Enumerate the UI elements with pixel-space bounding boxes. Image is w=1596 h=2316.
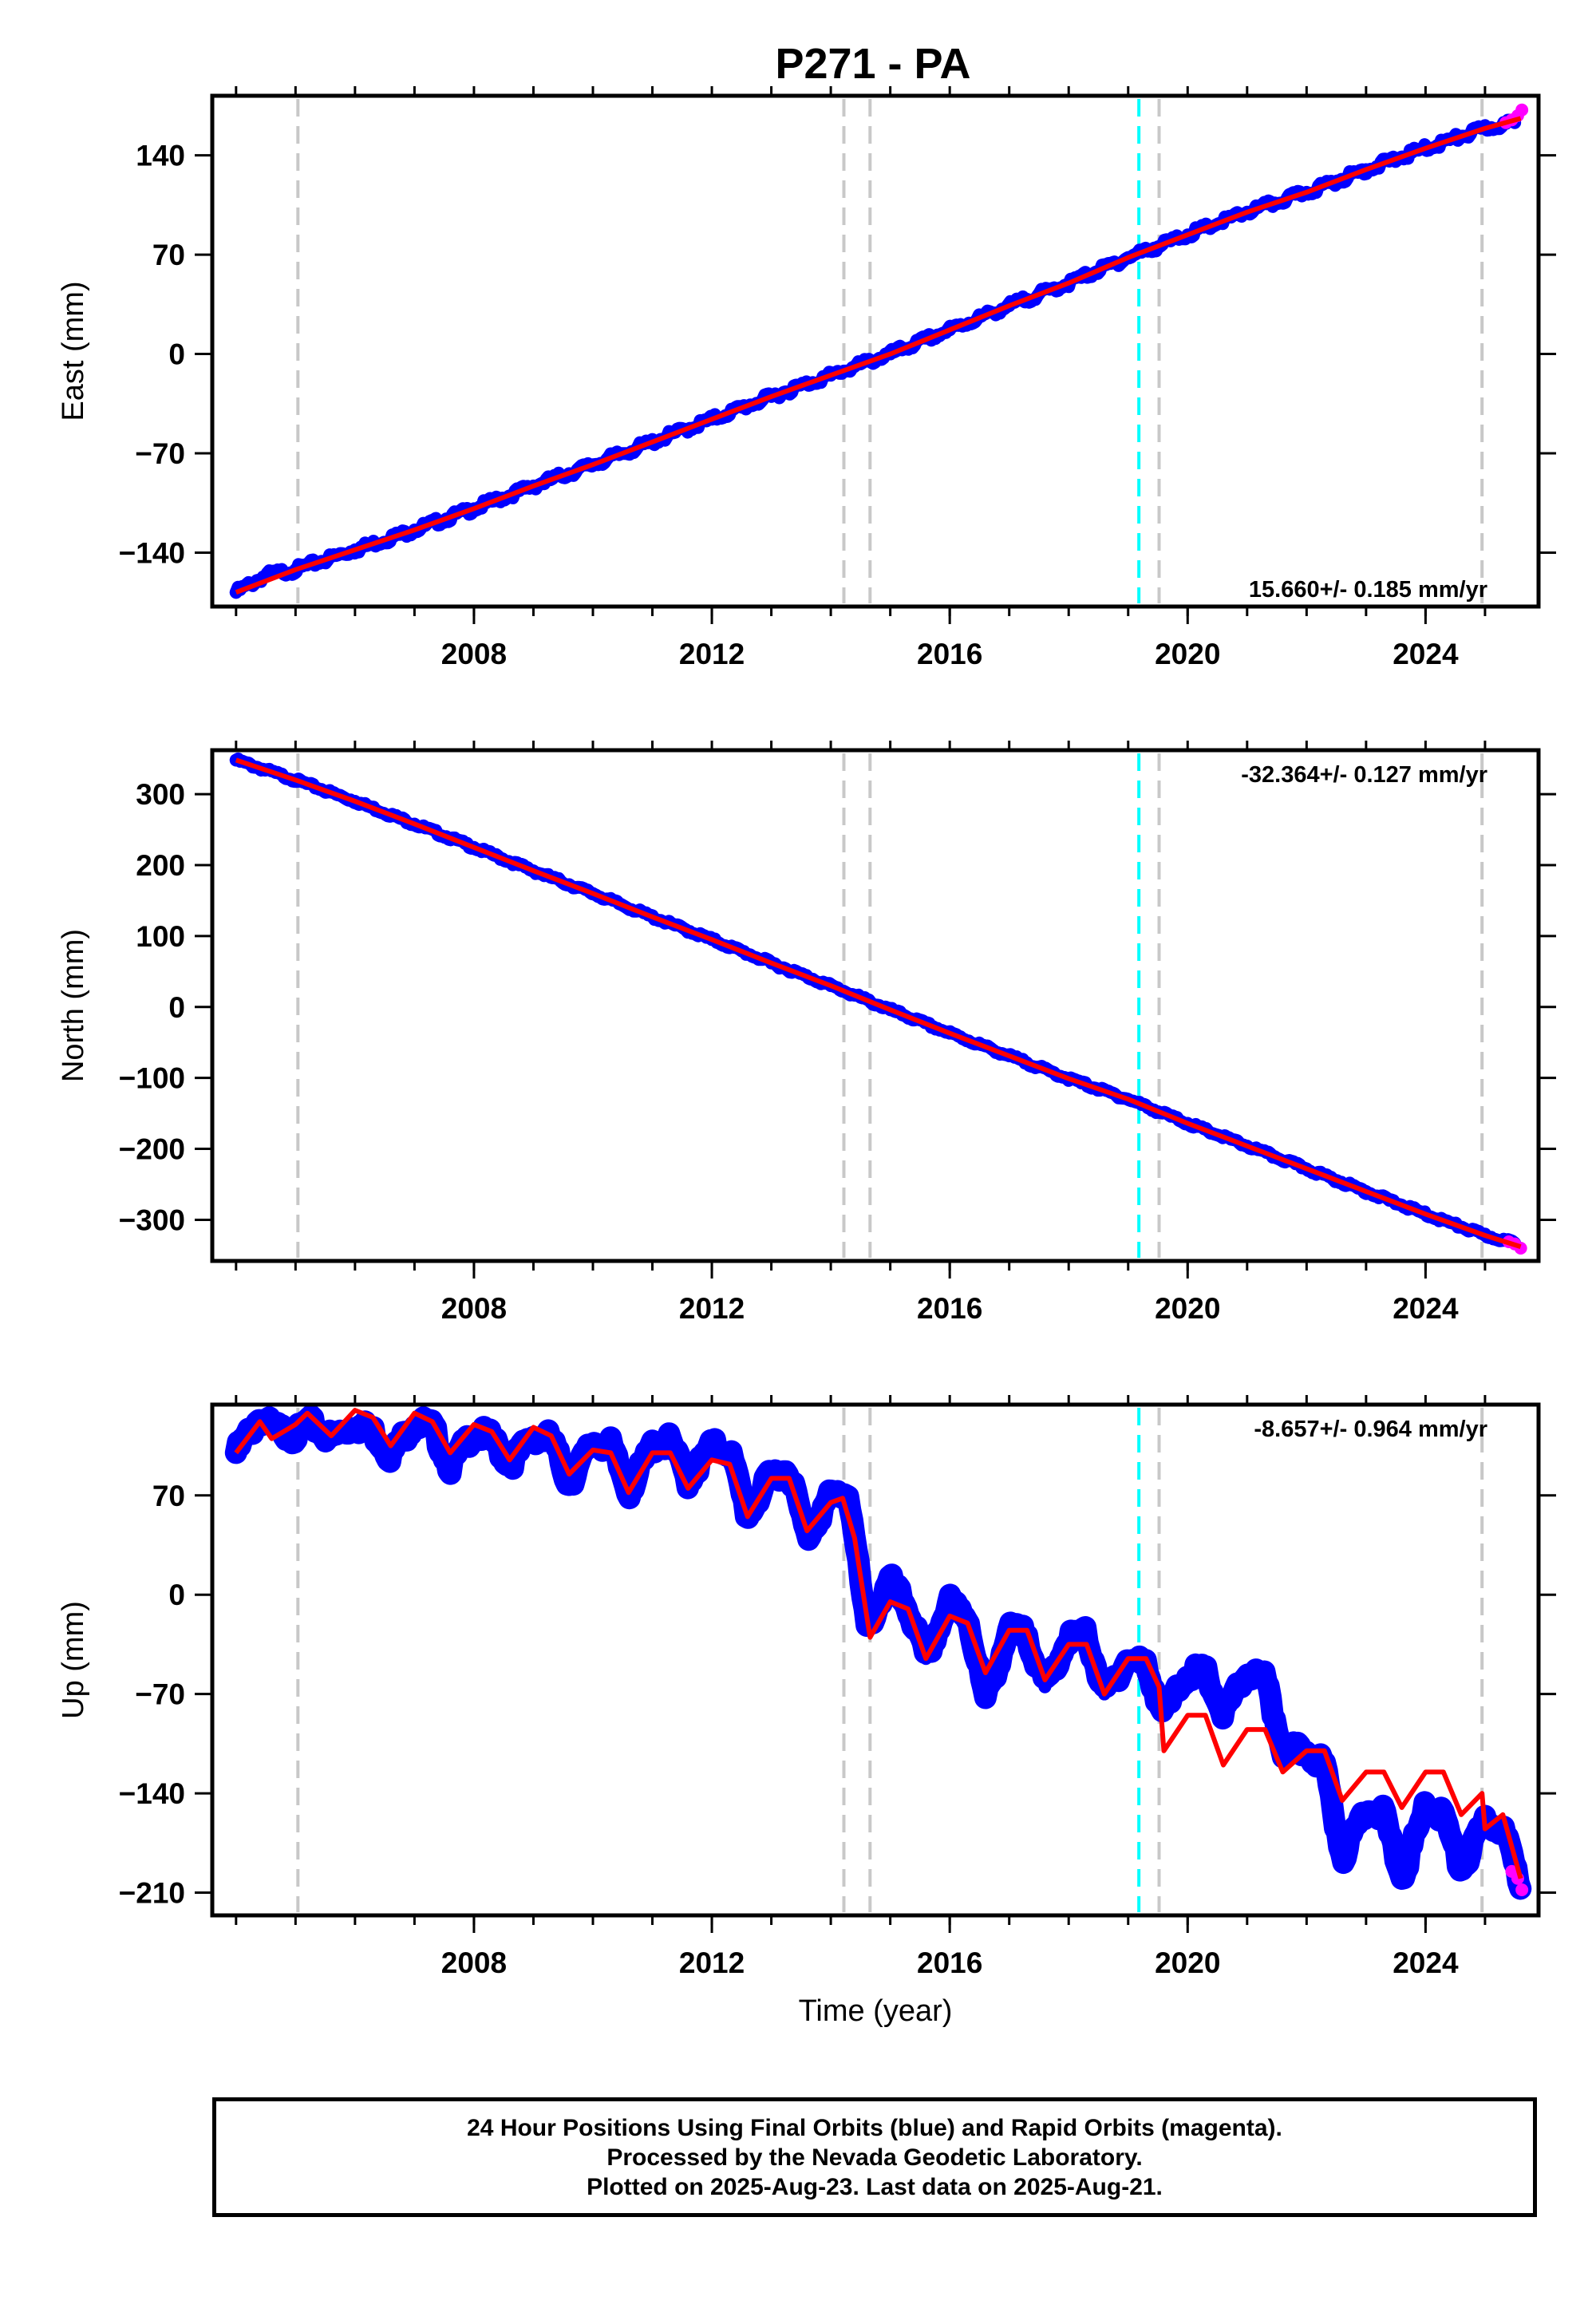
north-y-tick-label: 100 xyxy=(136,920,185,953)
up-final-orbit-point xyxy=(943,1595,957,1609)
up-panel: 2008 2012 2016 2020 2024 70 0 −70 −140 −210 Up (mm… xyxy=(57,1395,1556,2028)
up-final-orbit-point xyxy=(503,1457,516,1471)
north-y-tick-label: −200 xyxy=(119,1133,185,1166)
up-final-orbits-band xyxy=(224,1405,1532,1900)
north-x-tick-label: 2016 xyxy=(917,1292,982,1325)
up-final-orbit-point xyxy=(1062,1630,1076,1644)
up-final-orbit-point xyxy=(800,1531,814,1545)
north-y-axis-label: North (mm) xyxy=(57,929,90,1082)
east-final-orbits-band xyxy=(229,113,1521,599)
east-y-axis-label: East (mm) xyxy=(57,281,90,421)
up-final-orbit-point xyxy=(663,1435,677,1448)
north-plot-frame xyxy=(210,748,1541,1263)
east-model-fit-line xyxy=(235,116,1522,595)
east-x-tick-label: 2008 xyxy=(441,638,507,670)
up-final-orbit-point xyxy=(1258,1673,1272,1686)
north-y-tick-label: −100 xyxy=(119,1062,185,1095)
north-x-tick-label: 2020 xyxy=(1155,1292,1220,1325)
north-x-tick-label: 2012 xyxy=(679,1292,745,1325)
up-final-orbit-point xyxy=(366,1425,380,1438)
east-y-tick-label: −70 xyxy=(135,437,185,470)
up-final-orbit-point xyxy=(723,1443,737,1456)
up-final-orbit-point xyxy=(1038,1680,1052,1694)
up-y-tick-label: −210 xyxy=(119,1877,185,1910)
up-final-orbit-point xyxy=(1436,1808,1450,1821)
up-model-fit-line xyxy=(234,1408,1523,1879)
north-model-fit-line xyxy=(235,757,1522,1250)
up-rate-label: -8.657+/- 0.964 mm/yr xyxy=(1254,1417,1487,1442)
caption-line-dates: Plotted on 2025-Aug-23. Last data on 202… xyxy=(587,2173,1163,2200)
up-final-orbit-point xyxy=(1240,1666,1254,1679)
east-y-tick-label: 0 xyxy=(168,338,185,371)
up-x-tick-label: 2016 xyxy=(917,1946,982,1979)
up-final-orbit-point xyxy=(842,1486,855,1500)
east-y-tick-label: 70 xyxy=(152,239,185,271)
up-final-orbit-point xyxy=(289,1429,302,1443)
up-y-tick-label: −140 xyxy=(119,1777,185,1810)
processing-caption-box: 24 Hour Positions Using Final Orbits (bl… xyxy=(212,2097,1537,2217)
east-x-tick-label: 2016 xyxy=(917,638,982,670)
up-x-tick-label: 2020 xyxy=(1155,1946,1220,1979)
caption-line-orbits: 24 Hour Positions Using Final Orbits (bl… xyxy=(467,2114,1282,2141)
up-final-orbit-point xyxy=(1276,1744,1290,1757)
east-y-tick-label: −140 xyxy=(119,536,185,569)
east-plot-frame xyxy=(210,93,1541,609)
east-y-tick-label: 140 xyxy=(136,140,185,172)
up-rapid-orbit-point xyxy=(1515,1883,1529,1896)
up-x-tick-label: 2012 xyxy=(679,1946,745,1979)
up-x-tick-label: 2024 xyxy=(1393,1946,1459,1979)
up-y-axis-label: Up (mm) xyxy=(57,1601,90,1719)
up-final-orbit-point xyxy=(563,1477,576,1491)
figure-title: P271 - PA xyxy=(775,40,970,88)
up-y-tick-label: 0 xyxy=(168,1579,185,1611)
east-x-tick-label: 2020 xyxy=(1155,638,1220,670)
up-final-orbit-point xyxy=(1395,1871,1408,1885)
north-y-tick-label: 200 xyxy=(136,849,185,882)
up-final-orbit-point xyxy=(646,1439,659,1452)
up-y-tick-label: −70 xyxy=(135,1678,185,1711)
east-panel: 2008 2012 2016 2020 2024 140 70 0 −70 −140 East (m… xyxy=(57,86,1556,670)
up-final-orbit-point xyxy=(782,1463,796,1476)
north-data-layer xyxy=(229,752,1527,1255)
east-data-layer xyxy=(229,103,1529,599)
up-final-orbit-point xyxy=(1359,1800,1373,1814)
up-final-orbit-point xyxy=(1336,1851,1349,1864)
up-final-orbit-point xyxy=(348,1417,361,1431)
up-final-orbit-point xyxy=(1216,1709,1230,1722)
up-final-orbit-point xyxy=(1080,1628,1093,1641)
up-final-orbit-point xyxy=(824,1488,838,1502)
north-y-tick-label: 300 xyxy=(136,778,185,811)
east-x-tick-label: 2024 xyxy=(1393,638,1459,670)
north-y-tick-label: −300 xyxy=(119,1203,185,1236)
up-data-layer xyxy=(224,1405,1532,1900)
caption-line-processor: Processed by the Nevada Geodetic Laborat… xyxy=(606,2144,1143,2171)
north-y-tick-label: 0 xyxy=(168,991,185,1024)
up-x-tick-label: 2008 xyxy=(441,1946,507,1979)
north-x-tick-label: 2008 xyxy=(441,1292,507,1325)
up-final-orbit-point xyxy=(978,1694,992,1708)
up-final-orbit-point xyxy=(1181,1666,1195,1679)
north-x-tick-label: 2024 xyxy=(1393,1292,1459,1325)
up-final-orbit-point xyxy=(384,1449,397,1462)
up-final-orbit-point xyxy=(961,1609,974,1622)
up-final-orbit-point xyxy=(1199,1666,1212,1679)
east-rapid-orbit-point xyxy=(1515,103,1529,117)
up-final-orbit-point xyxy=(444,1460,457,1474)
up-final-orbit-point xyxy=(586,1435,599,1448)
east-rate-label: 15.660+/- 0.185 mm/yr xyxy=(1249,577,1487,603)
up-final-orbit-point xyxy=(604,1439,618,1452)
up-plot-frame xyxy=(210,1402,1541,1918)
up-final-orbit-point xyxy=(705,1439,719,1452)
east-x-tick-label: 2012 xyxy=(679,638,745,670)
up-final-orbit-point xyxy=(1419,1800,1432,1814)
up-final-orbit-point xyxy=(883,1574,897,1587)
up-final-orbit-point xyxy=(253,1411,267,1424)
north-rate-label: -32.364+/- 0.127 mm/yr xyxy=(1241,762,1487,788)
up-y-tick-label: 70 xyxy=(152,1480,185,1512)
up-x-axis-label: Time (year) xyxy=(799,1994,953,2028)
up-final-orbit-point xyxy=(1377,1808,1391,1821)
north-panel: 2008 2012 2016 2020 2024 300 200 100 0 −100 −200 −3… xyxy=(57,741,1556,1325)
up-final-orbit-point xyxy=(1455,1864,1468,1878)
